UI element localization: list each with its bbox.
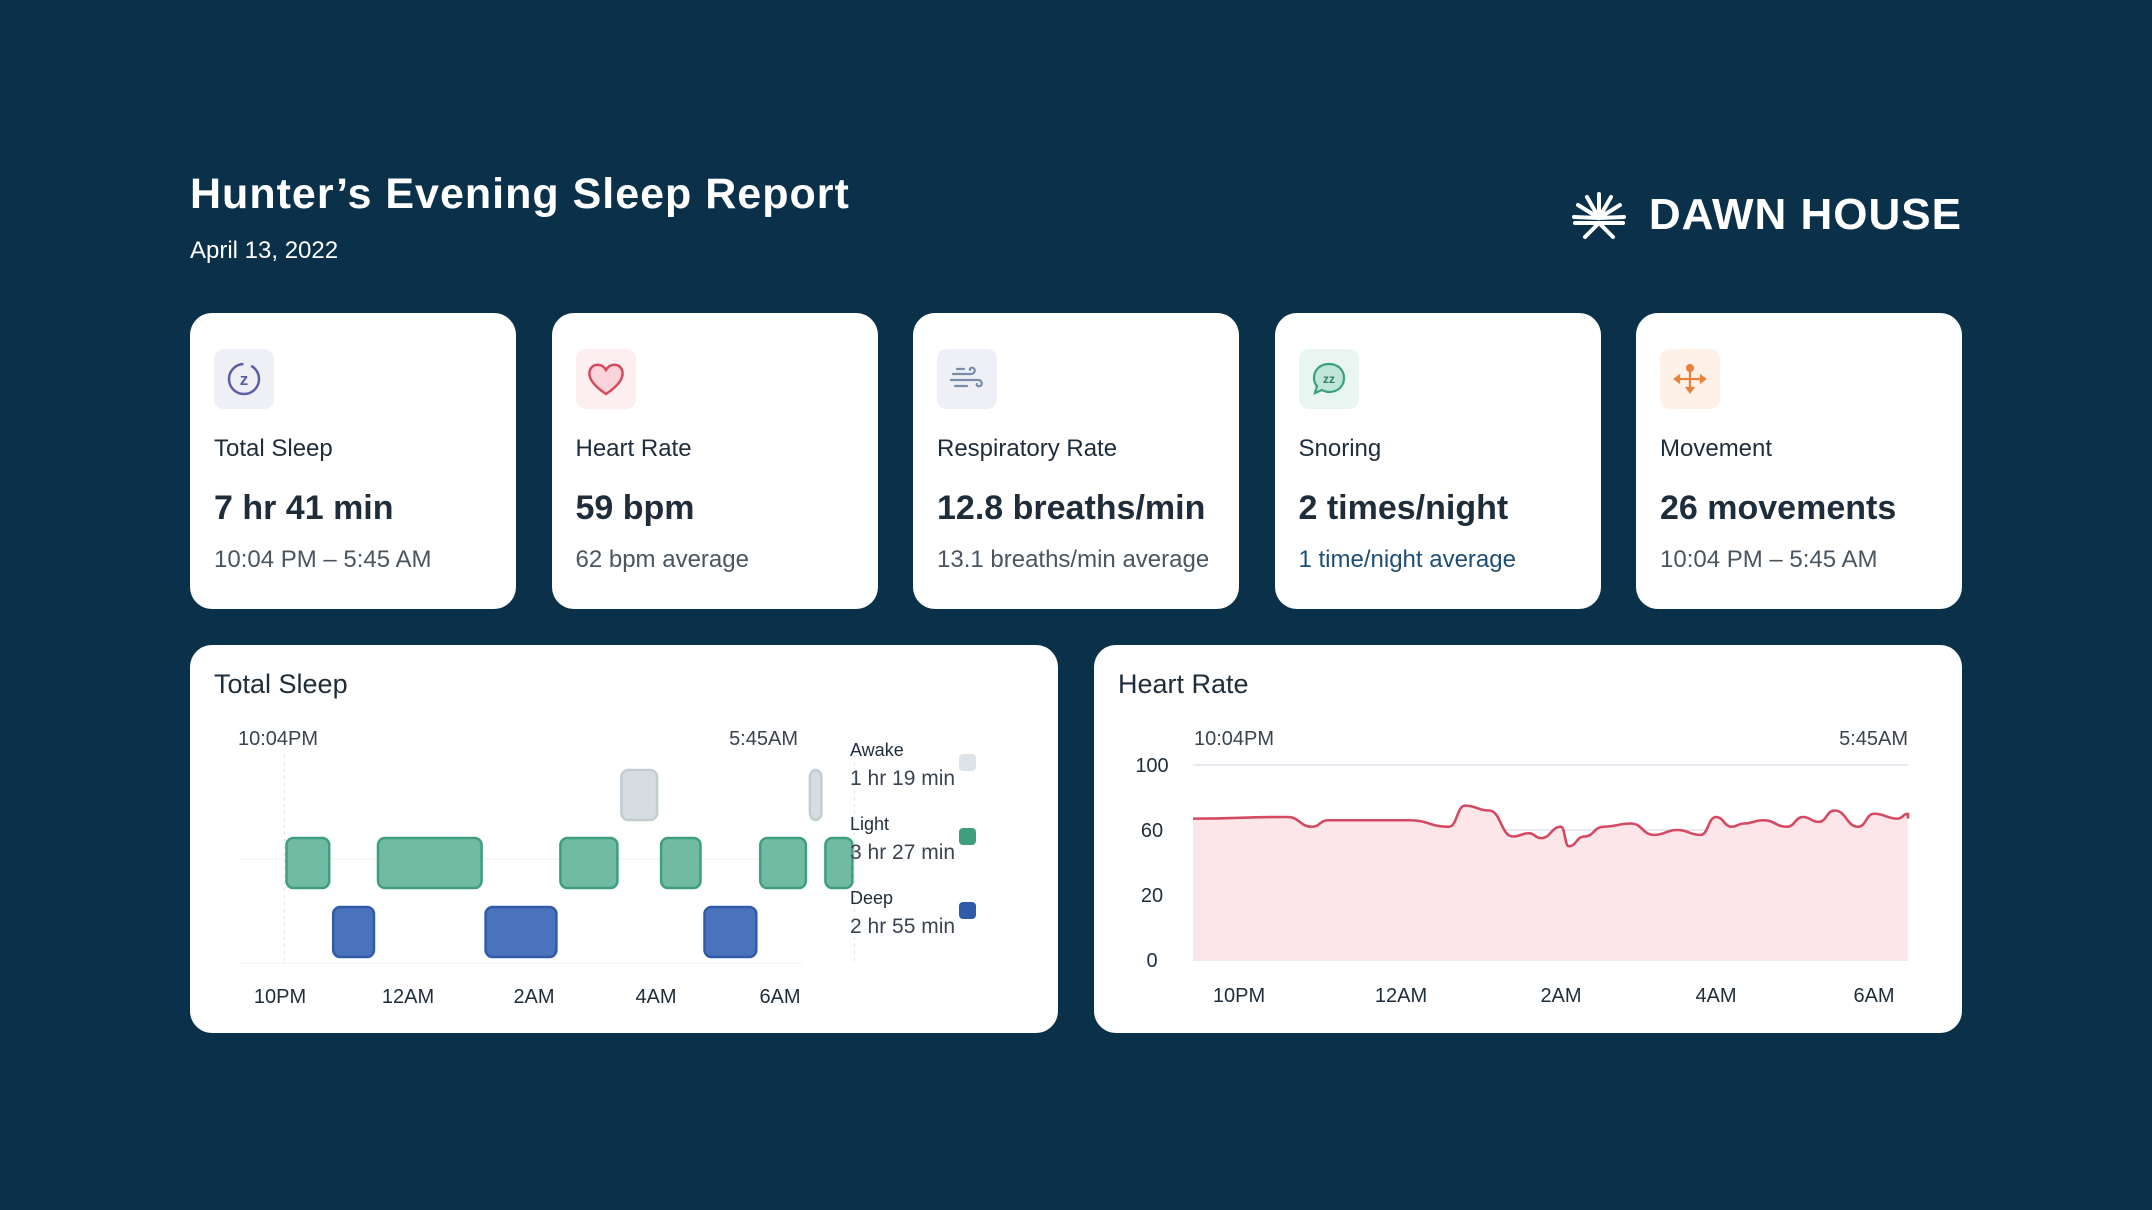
legend-label: Light [850,814,890,834]
card-sub: 62 bpm average [575,546,749,573]
legend-value: 3 hr 27 min [850,841,956,864]
panel-title: Total Sleep [214,669,348,699]
x-tick-label: 2AM [513,986,554,1008]
card-sub: 13.1 breaths/min average [937,546,1210,573]
x-tick-label: 4AM [1695,985,1736,1007]
sunburst-logo-icon [1571,192,1626,239]
brand-logo: DAWN HOUSE [1571,190,1962,240]
report-date: April 13, 2022 [190,237,339,264]
card-value: 2 times/night [1298,489,1509,527]
card-value: 12.8 breaths/min [937,489,1206,527]
heart-icon [575,349,636,409]
card-label: Total Sleep [214,435,333,462]
y-tick-label: 0 [1146,950,1157,972]
card-respiratory-rate[interactable]: Respiratory Rate 12.8 breaths/min 13.1 b… [913,313,1239,609]
legend-swatch-awake [959,754,976,771]
x-tick-label: 6AM [759,986,800,1008]
card-total-sleep[interactable]: z Total Sleep 7 hr 41 min 10:04 PM – 5:4… [190,313,516,609]
movement-arrows-icon [1660,349,1720,409]
panel-title: Heart Rate [1118,669,1249,699]
snore-bubble-icon: zz [1298,349,1359,409]
x-tick-label: 10PM [1213,985,1265,1007]
legend-swatch-deep [959,902,976,919]
report-header: Hunter’s Evening Sleep Report April 13, … [190,170,850,265]
deep-segment [703,905,758,959]
legend-swatch-light [959,828,976,845]
heart-rate-panel: 0 20 60 100 10:04PM 5:45AM 10PM 12AM 2AM 4AM 6AM H… [1094,645,1962,1033]
chart-start-label: 10:04PM [238,728,318,750]
card-value: 26 movements [1660,489,1897,527]
wind-icon [937,349,997,409]
legend-item-awake: Awake 1 hr 19 min [850,740,1020,814]
total-sleep-panel: 10:04PM 5:45AM 10PM 12AM 2AM 4AM 6AM Total Sle… [190,645,1058,1033]
sleep-legend: Awake 1 hr 19 min Light 3 hr 27 min Deep… [850,740,1020,962]
card-label: Respiratory Rate [937,435,1118,462]
awake-segment [808,768,823,822]
y-tick-label: 60 [1141,820,1163,842]
card-heart-rate[interactable]: Heart Rate 59 bpm 62 bpm average [551,313,878,609]
legend-item-light: Light 3 hr 27 min [850,814,1020,888]
awake-segment [620,768,659,822]
card-value: 7 hr 41 min [214,489,394,527]
x-tick-label: 6AM [1853,985,1894,1007]
legend-value: 2 hr 55 min [850,915,956,938]
light-segment [285,836,331,890]
card-label: Snoring [1298,435,1382,462]
card-movement[interactable]: Movement 26 movements 10:04 PM – 5:45 AM [1636,313,1962,609]
x-tick-label: 2AM [1540,985,1581,1007]
chart-end-label: 5:45AM [1839,728,1908,750]
chart-start-label: 10:04PM [1194,728,1274,750]
svg-text:zz: zz [1323,372,1335,386]
card-snoring[interactable]: zz Snoring 2 times/night 1 time/night av… [1274,313,1601,609]
light-segment [824,836,854,890]
metric-cards: z Total Sleep 7 hr 41 min 10:04 PM – 5:4… [190,313,1962,609]
sleep-clock-icon: z [214,349,274,409]
card-sub: 1 time/night average [1298,546,1516,573]
legend-label: Awake [850,740,904,760]
total-sleep-chart: 10:04PM 5:45AM 10PM 12AM 2AM 4AM 6AM [238,728,855,1008]
card-sub: 10:04 PM – 5:45 AM [214,546,432,573]
card-label: Heart Rate [575,435,692,462]
card-label: Movement [1660,435,1773,462]
light-segment [376,836,483,890]
heart-rate-line [1192,804,1910,848]
chart-end-label: 5:45AM [729,728,798,750]
heart-rate-chart: 0 20 60 100 10:04PM 5:45AM 10PM 12AM 2AM 4AM 6AM [1135,728,1910,1007]
card-sub: 10:04 PM – 5:45 AM [1660,546,1878,573]
light-segment [659,836,702,890]
legend-value: 1 hr 19 min [850,767,956,790]
legend-item-deep: Deep 2 hr 55 min [850,888,1020,962]
svg-text:z: z [240,370,249,389]
deep-segment [331,905,376,959]
page-title: Hunter’s Evening Sleep Report [190,170,850,218]
x-tick-label: 10PM [254,986,306,1008]
heart-rate-area [1193,805,1908,960]
y-tick-label: 100 [1135,755,1168,777]
x-tick-label: 12AM [382,986,434,1008]
card-value: 59 bpm [575,489,695,527]
legend-label: Deep [850,888,894,908]
light-segment [759,836,808,890]
y-tick-label: 20 [1141,885,1163,907]
brand-name: DAWN HOUSE [1648,190,1962,239]
x-tick-label: 4AM [635,986,676,1008]
deep-segment [484,905,558,959]
light-segment [559,836,619,890]
x-tick-label: 12AM [1375,985,1427,1007]
